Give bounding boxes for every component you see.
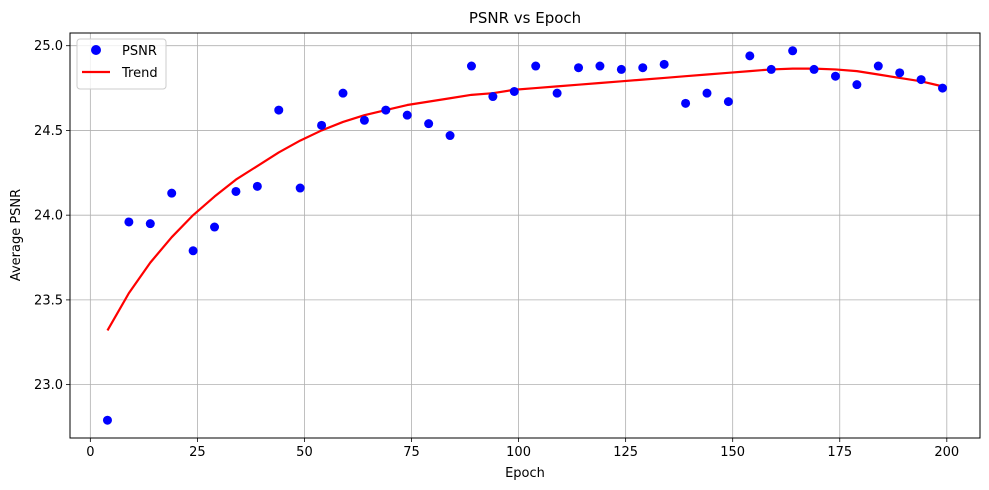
psnr-point: [681, 98, 691, 108]
psnr-point: [252, 181, 262, 191]
psnr-point: [445, 131, 455, 141]
legend: PSNR Trend: [76, 38, 167, 90]
x-tick-label: 150: [720, 445, 745, 460]
series-layer: [102, 46, 948, 425]
x-tick-label: 75: [403, 445, 420, 460]
psnr-point: [895, 68, 905, 78]
psnr-point: [188, 246, 198, 256]
psnr-point: [145, 219, 155, 229]
grid: [70, 33, 980, 438]
psnr-point: [167, 188, 177, 198]
psnr-point: [702, 88, 712, 98]
psnr-point: [616, 64, 626, 74]
psnr-point: [402, 110, 412, 120]
y-tick-label: 24.5: [34, 124, 63, 139]
psnr-point: [488, 92, 498, 102]
x-tick-label: 200: [934, 445, 959, 460]
psnr-point: [102, 415, 112, 425]
y-tick-label: 23.5: [34, 293, 63, 308]
x-tick-label: 125: [613, 445, 638, 460]
psnr-point: [659, 59, 669, 69]
psnr-point: [745, 51, 755, 61]
psnr-point: [788, 46, 798, 56]
y-axis-label: Average PSNR: [9, 189, 24, 281]
x-tick-label: 175: [827, 445, 852, 460]
y-tick-label: 24.0: [34, 209, 63, 224]
x-axis-ticks: 0 25 50 75 100 125 150 175 200: [86, 438, 959, 460]
x-tick-label: 100: [506, 445, 531, 460]
legend-label-trend: Trend: [121, 66, 158, 81]
psnr-point: [317, 120, 327, 130]
x-tick-label: 0: [86, 445, 94, 460]
psnr-point: [638, 63, 648, 73]
psnr-point: [809, 64, 819, 74]
psnr-point: [381, 105, 391, 115]
psnr-point: [359, 115, 369, 125]
psnr-point: [830, 71, 840, 81]
psnr-point: [295, 183, 305, 193]
psnr-point: [231, 186, 241, 196]
psnr-point: [531, 61, 541, 71]
psnr-point: [938, 83, 948, 93]
trend-line: [106, 67, 943, 331]
x-tick-label: 50: [296, 445, 313, 460]
psnr-point: [509, 86, 519, 96]
x-tick-label: 25: [189, 445, 206, 460]
legend-marker-psnr: [91, 45, 101, 55]
psnr-point: [723, 97, 733, 107]
psnr-point: [466, 61, 476, 71]
x-axis-label: Epoch: [505, 466, 545, 481]
psnr-point: [595, 61, 605, 71]
psnr-point: [124, 217, 134, 227]
psnr-point: [873, 61, 883, 71]
psnr-point: [766, 64, 776, 74]
psnr-point: [916, 75, 926, 85]
psnr-point: [210, 222, 220, 232]
psnr-point: [852, 80, 862, 90]
y-axis-ticks: 23.0 23.5 24.0 24.5 25.0: [34, 39, 70, 393]
y-tick-label: 23.0: [34, 378, 63, 393]
legend-label-psnr: PSNR: [122, 44, 157, 59]
psnr-point: [338, 88, 348, 98]
psnr-point: [574, 63, 584, 73]
chart-title: PSNR vs Epoch: [469, 9, 581, 27]
psnr-point: [274, 105, 284, 115]
plot-area-frame: [69, 32, 981, 439]
psnr-point: [552, 88, 562, 98]
y-tick-label: 25.0: [34, 39, 63, 54]
psnr-point: [424, 119, 434, 129]
